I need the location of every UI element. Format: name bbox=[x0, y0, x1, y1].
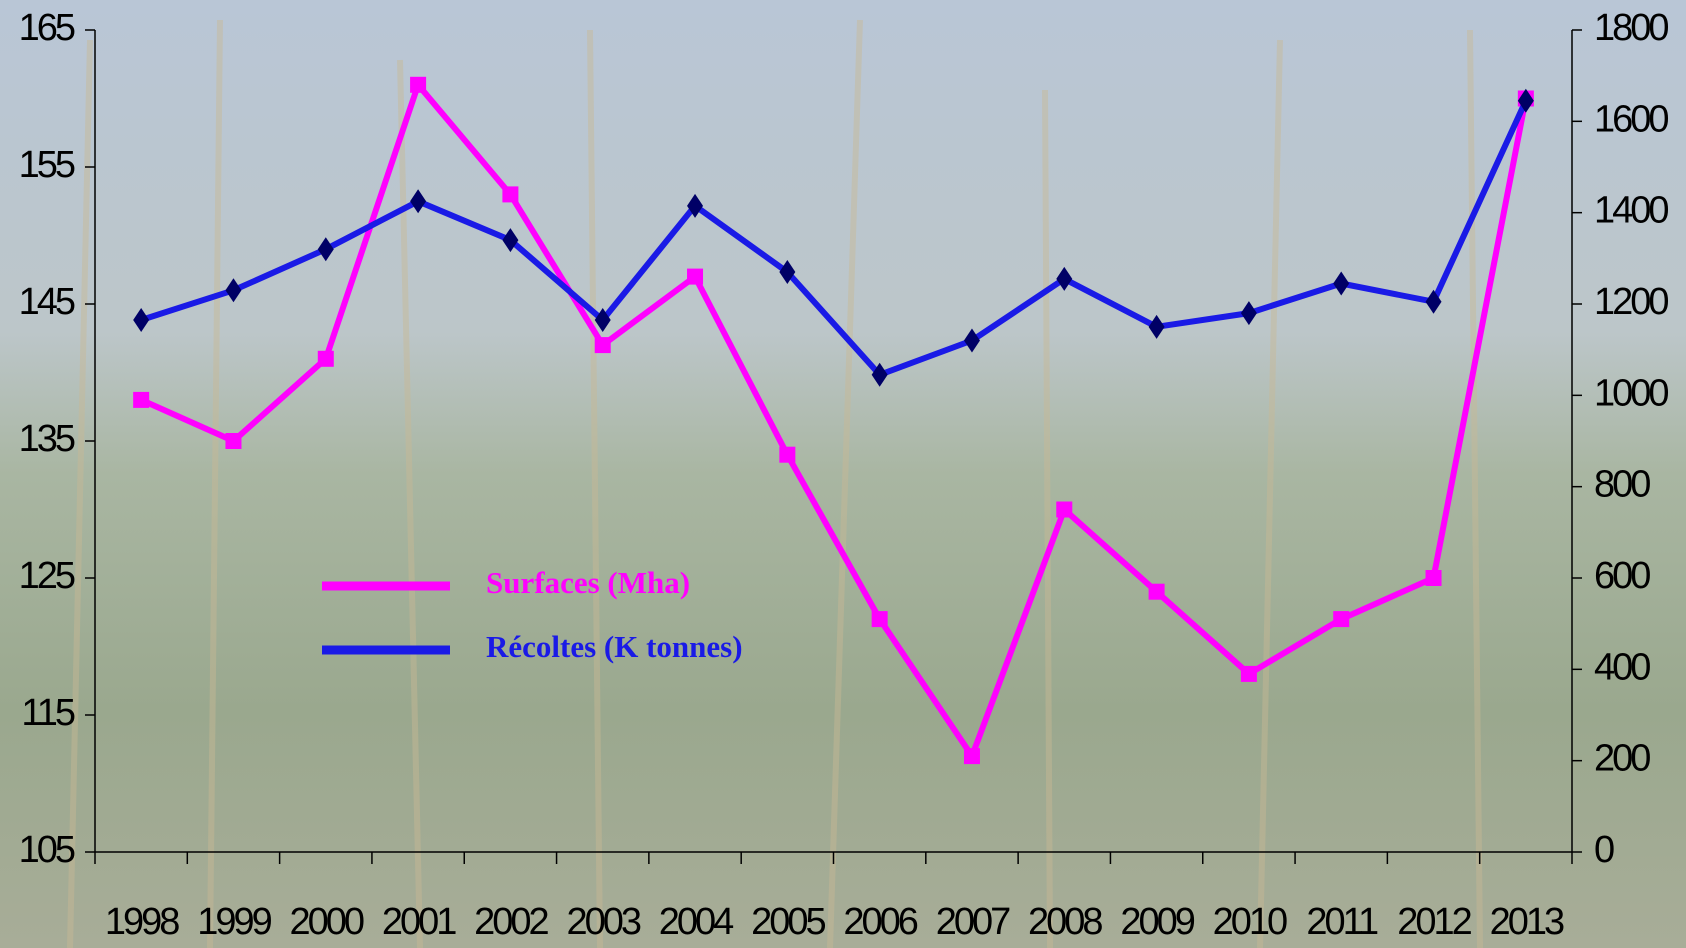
y-tick-label: 155 bbox=[19, 144, 75, 186]
y-tick-label: 165 bbox=[19, 7, 75, 49]
data-point bbox=[1425, 570, 1442, 586]
data-point bbox=[963, 748, 980, 765]
y-tick-label: 115 bbox=[21, 692, 74, 734]
series-line bbox=[140, 99, 1529, 378]
y2-tick-label: 1200 bbox=[1594, 281, 1668, 323]
data-point bbox=[1240, 665, 1257, 682]
x-tick-label: 2005 bbox=[751, 901, 825, 943]
data-point bbox=[502, 228, 519, 253]
data-point bbox=[225, 433, 242, 449]
data-point bbox=[871, 611, 888, 628]
y2-tick-label: 800 bbox=[1594, 464, 1650, 506]
data-point bbox=[779, 260, 796, 285]
y2-tick-label: 600 bbox=[1594, 555, 1650, 597]
legend-label: Récoltes (K tonnes) bbox=[486, 629, 743, 664]
data-point bbox=[502, 186, 519, 203]
x-tick-label: 2004 bbox=[659, 901, 734, 943]
data-point bbox=[1056, 501, 1073, 518]
x-tick-label: 2001 bbox=[382, 901, 456, 943]
series-line bbox=[139, 81, 1529, 760]
x-tick-label: 2013 bbox=[1490, 901, 1564, 943]
x-tick-label: 2008 bbox=[1028, 901, 1102, 943]
data-point bbox=[1240, 301, 1257, 326]
y-tick-label: 125 bbox=[19, 555, 75, 597]
y-tick-label: 105 bbox=[19, 829, 75, 871]
x-tick-label: 2007 bbox=[936, 901, 1010, 943]
data-point bbox=[1333, 611, 1350, 628]
data-point bbox=[1333, 271, 1350, 296]
y2-tick-label: 1800 bbox=[1594, 7, 1668, 49]
y2-tick-label: 1400 bbox=[1594, 190, 1668, 232]
data-point bbox=[317, 350, 334, 367]
x-tick-label: 2000 bbox=[290, 901, 364, 943]
data-point bbox=[317, 237, 334, 262]
x-tick-label: 2010 bbox=[1213, 901, 1287, 943]
data-point bbox=[594, 337, 611, 354]
data-point bbox=[1517, 88, 1534, 113]
x-tick-label: 2011 bbox=[1306, 901, 1378, 943]
legend-label: Surfaces (Mha) bbox=[486, 565, 690, 600]
data-point bbox=[1056, 266, 1073, 291]
data-point bbox=[871, 362, 888, 387]
x-tick-label: 2009 bbox=[1120, 901, 1194, 943]
data-point bbox=[779, 446, 796, 463]
y2-tick-label: 200 bbox=[1594, 738, 1650, 780]
background-stalks bbox=[67, 19, 1483, 948]
x-tick-label: 2003 bbox=[566, 901, 640, 943]
x-tick-label: 2012 bbox=[1397, 901, 1471, 943]
data-point bbox=[1148, 583, 1165, 600]
data-point bbox=[1425, 289, 1442, 314]
data-point bbox=[687, 193, 704, 218]
data-point bbox=[963, 328, 980, 353]
x-tick-label: 1998 bbox=[105, 901, 179, 943]
y2-tick-label: 1600 bbox=[1594, 98, 1668, 140]
y2-tick-label: 1000 bbox=[1594, 372, 1668, 414]
y-tick-label: 145 bbox=[19, 281, 75, 323]
data-point bbox=[133, 307, 150, 332]
data-point bbox=[133, 391, 150, 408]
data-point bbox=[410, 189, 427, 214]
x-tick-label: 1999 bbox=[197, 901, 271, 943]
x-tick-label: 2002 bbox=[474, 901, 548, 943]
data-point bbox=[410, 76, 427, 93]
x-tick-label: 2006 bbox=[843, 901, 917, 943]
data-point bbox=[594, 307, 611, 332]
y2-tick-label: 400 bbox=[1594, 646, 1650, 688]
data-point bbox=[1148, 314, 1165, 339]
plot-area: 105 115 125 135 145 155 165 0 200 400 600 800 1000 12… bbox=[19, 7, 1672, 943]
y-tick-label: 135 bbox=[19, 418, 75, 460]
data-point bbox=[687, 268, 704, 285]
data-point bbox=[225, 278, 242, 303]
y2-tick-label: 0 bbox=[1594, 829, 1614, 871]
